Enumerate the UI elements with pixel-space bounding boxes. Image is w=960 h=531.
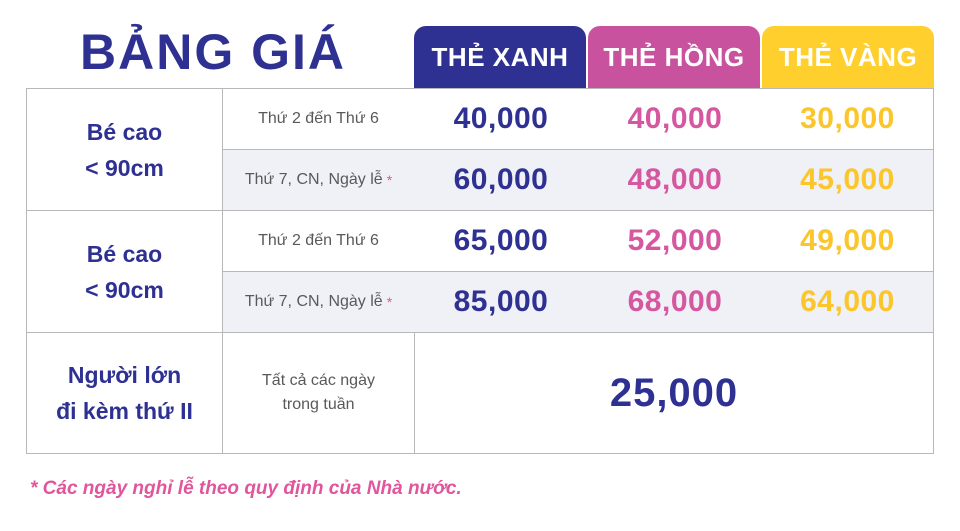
- day-cell: Thứ 2 đến Thứ 6: [222, 210, 414, 271]
- adult-price-cell: 25,000: [414, 332, 934, 454]
- group-label-line2: < 90cm: [85, 154, 164, 181]
- group-label-2: Bé cao < 90cm: [26, 210, 222, 332]
- price-cell-blue: 85,000: [414, 271, 588, 332]
- adult-label: Người lớn đi kèm thứ II: [26, 332, 222, 454]
- asterisk-mark: *: [386, 172, 393, 188]
- day-label: Thứ 2 đến Thứ 6: [258, 110, 379, 127]
- header-the-vang: THẺ VÀNG: [762, 26, 934, 88]
- price-cell-gold: 49,000: [762, 210, 934, 271]
- price-cell-pink: 52,000: [588, 210, 762, 271]
- adult-label-line2: đi kèm thứ II: [56, 398, 193, 424]
- price-cell-blue: 40,000: [414, 88, 588, 149]
- adult-day-line2: trong tuần: [282, 396, 355, 413]
- price-cell-pink: 40,000: [588, 88, 762, 149]
- day-cell: Thứ 7, CN, Ngày lễ *: [222, 271, 414, 332]
- adult-day-cell: Tất cả các ngày trong tuần: [222, 332, 414, 454]
- price-cell-blue: 65,000: [414, 210, 588, 271]
- group-label-line1: Bé cao: [86, 240, 163, 267]
- price-cell-gold: 30,000: [762, 88, 934, 149]
- asterisk-mark: *: [386, 294, 393, 310]
- price-cell-blue: 60,000: [414, 149, 588, 210]
- price-cell-gold: 45,000: [762, 149, 934, 210]
- day-label: Thứ 2 đến Thứ 6: [258, 232, 379, 249]
- header-the-xanh: THẺ XANH: [414, 26, 586, 88]
- page-title: BẢNG GIÁ: [80, 24, 346, 80]
- header-the-hong: THẺ HỒNG: [588, 26, 760, 88]
- adult-label-line1: Người lớn: [67, 362, 182, 388]
- group-label-line1: Bé cao: [86, 118, 163, 145]
- day-label: Thứ 7, CN, Ngày lễ: [244, 171, 383, 188]
- day-cell: Thứ 7, CN, Ngày lễ *: [222, 149, 414, 210]
- adult-day-line1: Tất cả các ngày: [262, 372, 375, 389]
- group-label-1: Bé cao < 90cm: [26, 88, 222, 210]
- footnote: * Các ngày nghỉ lễ theo quy định của Nhà…: [30, 478, 462, 499]
- price-cell-pink: 48,000: [588, 149, 762, 210]
- day-cell: Thứ 2 đến Thứ 6: [222, 88, 414, 149]
- day-label: Thứ 7, CN, Ngày lễ: [244, 293, 383, 310]
- group-label-line2: < 90cm: [85, 276, 164, 303]
- price-cell-gold: 64,000: [762, 271, 934, 332]
- price-cell-pink: 68,000: [588, 271, 762, 332]
